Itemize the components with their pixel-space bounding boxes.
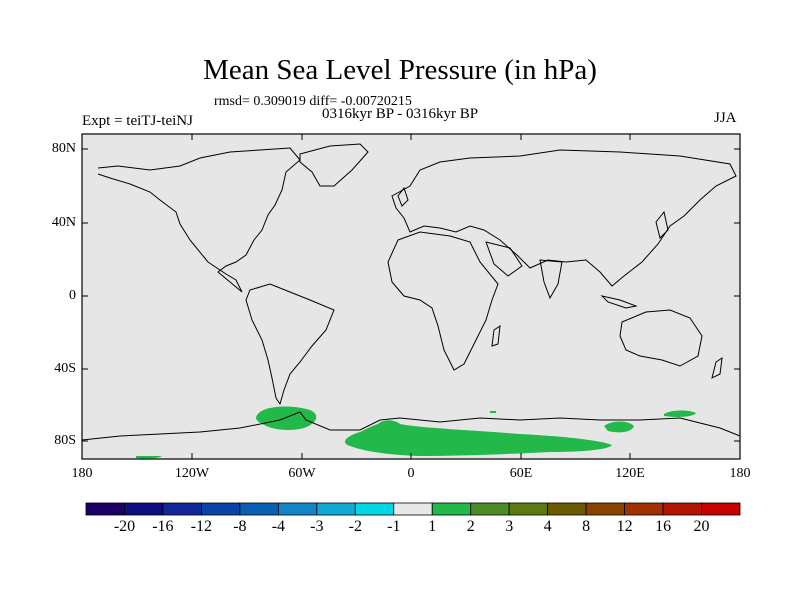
coast-africa	[387, 231, 499, 371]
colorbar-swatch	[624, 502, 664, 516]
colorbar-swatch	[701, 502, 741, 516]
colorbar-swatch	[277, 502, 318, 516]
colorbar-swatch	[316, 502, 356, 516]
colorbar-label: 16	[655, 518, 672, 535]
colorbar-label: 20	[693, 518, 710, 535]
anomaly-patch-east-antarctica	[345, 420, 612, 456]
lon-label-120e: 120E	[615, 466, 645, 481]
lon-label-180e: 180	[729, 466, 751, 481]
period-text: 0316kyr BP - 0316kyr BP	[322, 106, 479, 122]
anomaly-patch-west-pacific-south	[136, 456, 162, 459]
lon-label-60e: 60E	[509, 466, 533, 481]
colorbar-label: -20	[113, 518, 136, 535]
colorbar-label: -2	[348, 518, 362, 535]
coast-south-america	[245, 283, 335, 406]
coast-indonesia	[600, 295, 638, 309]
colorbar-swatch	[585, 502, 625, 516]
coast-north-america	[97, 147, 301, 293]
colorbar-label: -8	[233, 518, 247, 535]
coast-antarctica	[81, 411, 741, 441]
anomaly-contours	[136, 406, 696, 459]
colorbar-swatch	[393, 502, 433, 516]
lon-label-0: 0	[407, 466, 415, 481]
coast-arabia	[485, 241, 523, 277]
colorbar-label: -12	[190, 518, 213, 535]
statistics-text: rmsd= 0.309019 diff= -0.00720215	[214, 94, 412, 109]
colorbar-label: -1	[387, 518, 401, 535]
colorbar-swatch	[85, 502, 125, 516]
lon-label-60w: 60W	[288, 466, 316, 481]
colorbar-swatch	[470, 502, 510, 516]
lon-label-120w: 120W	[174, 466, 210, 481]
colorbar-swatch	[662, 502, 702, 516]
lat-label-40n: 40N	[51, 215, 76, 230]
colorbar-label: 4	[543, 518, 552, 535]
season-label: JJA	[714, 110, 737, 126]
lon-ticks	[191, 134, 631, 459]
colorbar-swatch	[201, 502, 241, 516]
colorbar-label: -3	[310, 518, 324, 535]
coast-uk	[397, 186, 409, 207]
lat-label-40s: 40S	[54, 361, 76, 376]
coastlines	[81, 143, 741, 441]
colorbar-label: -16	[152, 518, 174, 535]
lat-label-80s: 80S	[54, 433, 76, 448]
colorbar-swatch	[547, 502, 587, 516]
lat-label-80n: 80N	[51, 141, 76, 156]
lat-ticks	[82, 148, 740, 442]
colorbar-swatch	[239, 502, 279, 516]
experiment-label: Expt = teiTJ-teiNJ	[82, 113, 193, 129]
lon-label-180w: 180	[71, 466, 93, 481]
colorbar-swatch	[354, 502, 395, 516]
colorbar-label: 2	[466, 518, 475, 535]
colorbar-swatch	[162, 502, 202, 516]
colorbar-swatch	[124, 502, 164, 516]
coast-greenland	[299, 143, 369, 187]
colorbar-label: 12	[616, 518, 633, 535]
coast-new-zealand	[711, 356, 723, 379]
lat-label-0: 0	[69, 288, 76, 303]
colorbar-label: 8	[582, 518, 591, 535]
colorbar-label: 1	[428, 518, 437, 535]
anomaly-patch-south-america	[256, 406, 317, 430]
colorbar-swatch	[431, 502, 472, 516]
coast-japan	[655, 210, 669, 239]
colorbar-swatch	[508, 502, 549, 516]
colorbar-label: -4	[271, 518, 286, 535]
coast-madagascar	[491, 324, 501, 347]
map-title: Mean Sea Level Pressure (in hPa)	[203, 54, 597, 86]
map-frame	[81, 133, 741, 460]
anomaly-patch-small	[490, 411, 496, 413]
anomaly-patch-ross-edge	[604, 421, 634, 433]
anomaly-patch-india-ocean	[664, 410, 696, 417]
coast-india	[539, 259, 563, 300]
coast-europe-asia	[391, 149, 737, 287]
coast-australia	[619, 309, 703, 367]
colorbar-label: 3	[505, 518, 514, 535]
